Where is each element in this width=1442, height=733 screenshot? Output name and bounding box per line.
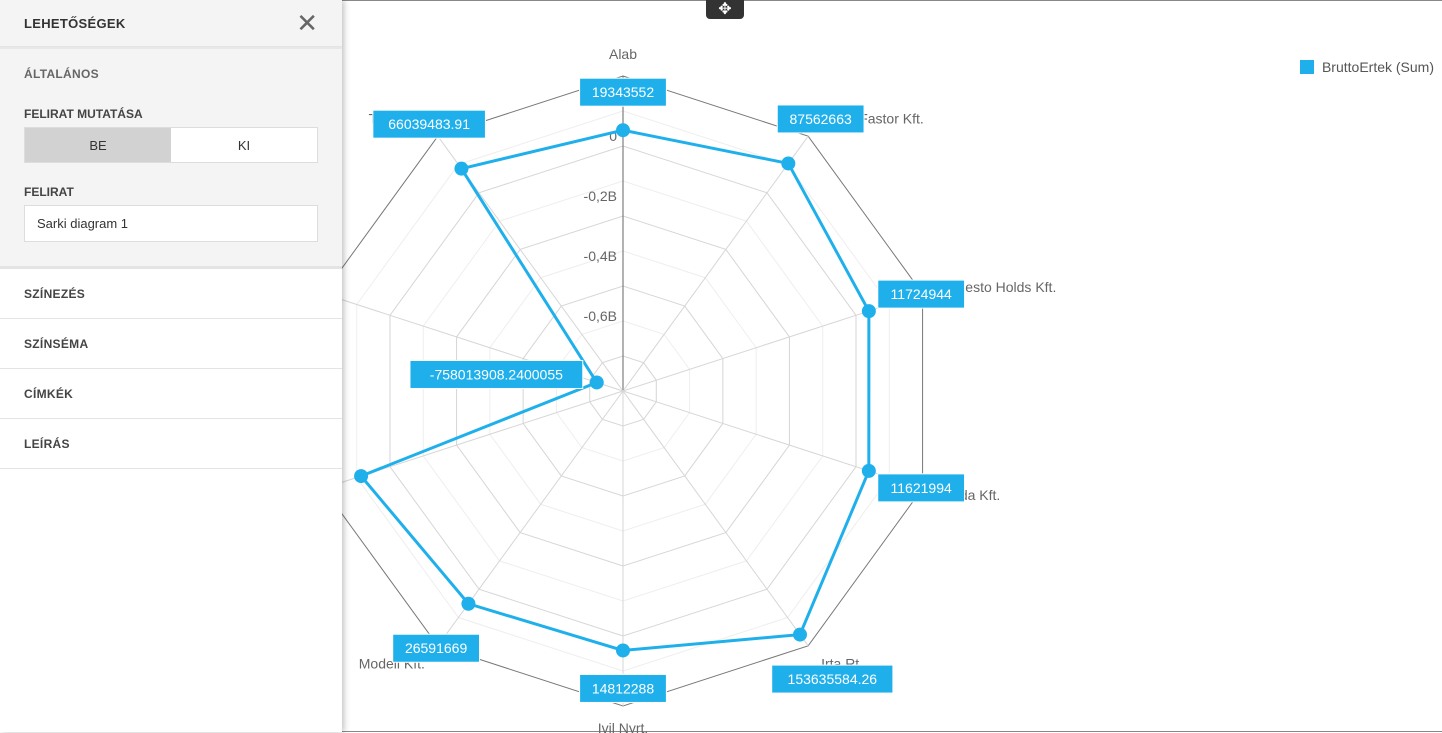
- axis-tick-label: -0,4B: [584, 248, 617, 264]
- data-label: 11621994: [877, 473, 966, 503]
- data-label-box: [771, 664, 894, 694]
- data-label-box: [776, 104, 865, 134]
- data-point: [454, 161, 469, 176]
- data-point: [861, 304, 876, 319]
- panel-title: LEHETŐSÉGEK: [24, 15, 126, 31]
- caption-input[interactable]: [24, 205, 318, 242]
- caption-label: FELIRAT: [24, 185, 74, 199]
- menu-item-description[interactable]: LEÍRÁS: [0, 419, 342, 469]
- spoke-line: [622, 135, 809, 392]
- data-label: 66039483.91: [372, 109, 486, 139]
- data-label-box: [392, 633, 480, 663]
- options-panel: LEHETŐSÉGEK ✕ ÁLTALÁNOS FELIRAT MUTATÁSA…: [0, 0, 342, 732]
- show-caption-toggle: BE KI: [24, 127, 318, 163]
- show-caption-label: FELIRAT MUTATÁSA: [24, 107, 143, 121]
- data-point: [616, 123, 630, 138]
- toggle-on-button[interactable]: BE: [25, 128, 171, 162]
- data-label: 14812288: [579, 673, 667, 703]
- panel-header: LEHETŐSÉGEK ✕: [0, 0, 342, 47]
- data-label-box: [877, 473, 966, 503]
- data-point: [461, 596, 476, 611]
- category-label: Alab: [609, 46, 637, 62]
- menu-item-coloring[interactable]: SZÍNEZÉS: [0, 269, 342, 319]
- data-label-box: [579, 77, 667, 107]
- axis-tick-label: -0,2B: [584, 188, 617, 204]
- legend-label: BruttoErtek (Sum): [1321, 59, 1434, 75]
- chart-area: 0 -0,2B -0,4B -0,6B Alab Beszi Fastor Kft. Ern…: [342, 0, 1442, 733]
- data-label-box: [409, 359, 584, 389]
- data-point: [589, 375, 604, 390]
- data-label: -758013908.2400055: [409, 359, 584, 389]
- data-label-box: [579, 673, 667, 703]
- general-section: ÁLTALÁNOS FELIRAT MUTATÁSA BE KI FELIRAT: [0, 47, 342, 269]
- series-line: [358, 128, 871, 652]
- legend-swatch: [1299, 60, 1314, 74]
- category-label: Ernesto Holds Kft.: [944, 279, 1057, 295]
- category-label: Ivil Nyrt.: [598, 720, 649, 733]
- spoke-line: [622, 390, 809, 647]
- data-point: [792, 627, 807, 642]
- section-general-heading[interactable]: ÁLTALÁNOS: [24, 67, 99, 81]
- data-label-text: 66039483.91: [388, 116, 470, 132]
- grid-ring: [342, 75, 924, 707]
- data-label-text: 153635584.26: [788, 671, 878, 687]
- data-point: [861, 463, 876, 478]
- data-label-text: 26591669: [405, 640, 468, 656]
- data-label: 153635584.26: [771, 664, 894, 694]
- data-label-text: 87562663: [790, 111, 853, 127]
- data-label-box: [877, 279, 966, 309]
- data-label-text: 14812288: [592, 680, 655, 696]
- data-label: 19343552: [579, 77, 667, 107]
- legend[interactable]: BruttoErtek (Sum): [1299, 59, 1434, 75]
- data-point: [354, 469, 369, 484]
- data-label-text: 11621994: [891, 480, 952, 496]
- data-label-text: -758013908.2400055: [430, 366, 563, 382]
- data-label: 87562663: [776, 104, 865, 134]
- spoke-line: [342, 390, 624, 483]
- data-label-box: [372, 109, 486, 139]
- data-label: 26591669: [392, 633, 480, 663]
- grid: [342, 75, 924, 707]
- axis-tick-label: 0: [609, 128, 617, 144]
- move-icon[interactable]: ✥: [706, 0, 744, 19]
- menu-item-color-scheme[interactable]: SZÍNSÉMA: [0, 319, 342, 369]
- data-label-text: 19343552: [592, 84, 655, 100]
- menu-item-labels[interactable]: CÍMKÉK: [0, 369, 342, 419]
- toggle-off-button[interactable]: KI: [171, 128, 317, 162]
- data-point: [781, 156, 796, 171]
- axis-tick-label: -0,6B: [584, 308, 617, 324]
- close-icon[interactable]: ✕: [296, 8, 318, 38]
- data-point: [616, 643, 630, 658]
- data-label: 11724944: [877, 279, 966, 309]
- data-label-text: 11724944: [891, 286, 952, 302]
